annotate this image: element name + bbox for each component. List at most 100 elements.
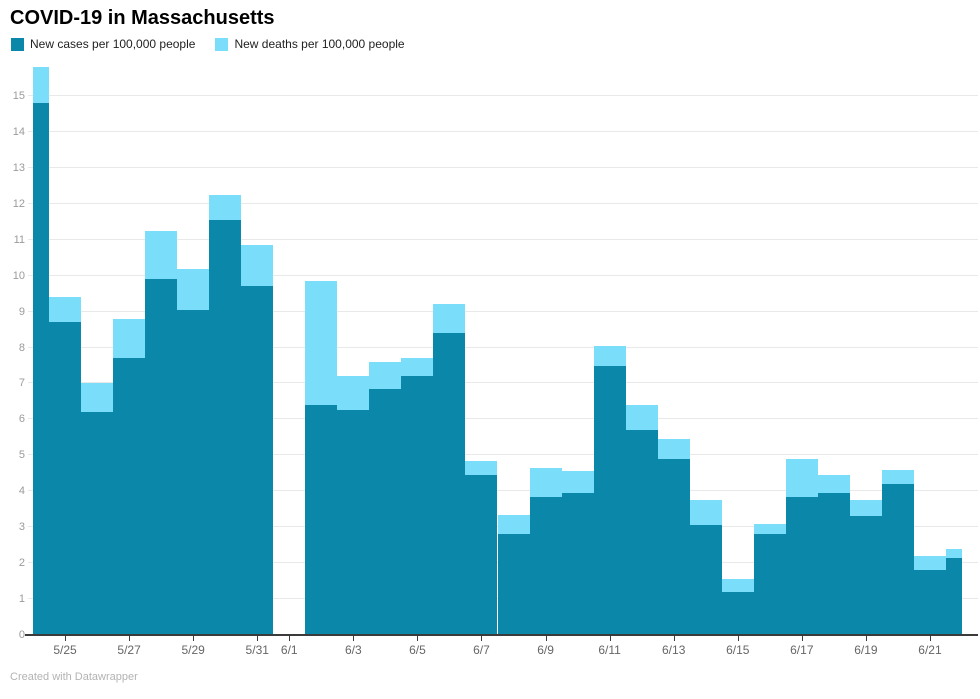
x-tick-label: 5/27 [117, 643, 141, 657]
x-tick-mark [609, 636, 611, 641]
x-tick-label: 6/11 [598, 643, 621, 657]
cases-segment [465, 475, 498, 635]
cases-segment [785, 496, 818, 635]
cases-segment [657, 458, 690, 635]
x-tick-mark [865, 636, 867, 641]
bar-6/13 [657, 439, 690, 635]
y-tick-label: 6 [18, 413, 25, 426]
deaths-color-swatch [215, 37, 229, 51]
y-tick-label: 9 [18, 305, 25, 318]
gridline [28, 418, 978, 420]
y-tick-label: 5 [18, 449, 25, 462]
cases-segment [113, 358, 146, 635]
bar-6/10 [561, 471, 594, 635]
x-tick-mark [129, 636, 131, 641]
bar-5/25 [49, 297, 82, 635]
gridline [28, 166, 978, 168]
cases-color-swatch [11, 37, 24, 51]
cases-segment [33, 103, 50, 635]
bar-6/16 [753, 523, 786, 635]
deaths-segment [721, 579, 754, 592]
deaths-segment [177, 268, 210, 310]
cases-segment [241, 286, 274, 635]
gridline [28, 454, 978, 456]
bar-6/17 [785, 458, 818, 635]
y-tick-label: 12 [12, 197, 25, 210]
legend-label-deaths: New deaths per 100,000 people [234, 37, 405, 51]
x-tick-mark [545, 636, 547, 641]
deaths-segment [337, 376, 370, 411]
y-tick-label: 2 [18, 557, 25, 570]
deaths-segment [561, 471, 594, 493]
x-tick-label: 5/29 [181, 643, 205, 657]
bar-6/18 [817, 475, 850, 635]
cases-segment [177, 309, 210, 635]
deaths-segment [241, 245, 274, 287]
deaths-segment [849, 500, 882, 517]
cases-segment [305, 405, 338, 635]
y-tick-label: 7 [18, 377, 25, 390]
bar-6/2 [305, 281, 338, 635]
bar-6/11 [593, 345, 626, 635]
bar-6/21 [913, 555, 946, 635]
y-tick-label: 8 [18, 341, 25, 354]
bar-5/29 [177, 268, 210, 635]
bar-6/3 [337, 376, 370, 635]
bar-5/26 [81, 383, 114, 635]
deaths-segment [209, 194, 242, 220]
x-tick-label: 5/25 [53, 643, 77, 657]
x-tick-mark [801, 636, 803, 641]
gridline [28, 238, 978, 240]
legend-label-cases: New cases per 100,000 people [30, 37, 196, 51]
y-tick-label: 10 [12, 269, 25, 282]
deaths-segment [497, 514, 530, 535]
x-tick-label: 6/19 [854, 643, 878, 657]
deaths-segment [817, 475, 850, 493]
cases-segment [401, 376, 434, 635]
bar-5/30 [209, 194, 242, 635]
deaths-segment [49, 297, 82, 323]
y-tick-label: 1 [18, 593, 25, 606]
legend-item-deaths: New deaths per 100,000 people [215, 37, 405, 51]
gridline [28, 274, 978, 276]
y-tick-label: 13 [12, 161, 25, 174]
cases-segment [817, 493, 850, 635]
cases-segment [145, 279, 178, 635]
deaths-segment [657, 439, 690, 459]
x-tick-label: 6/1 [280, 643, 298, 657]
cases-segment [209, 219, 242, 635]
y-tick-label: 0 [18, 629, 25, 641]
x-tick-label: 6/5 [409, 643, 426, 657]
cases-segment [561, 493, 594, 635]
deaths-segment [625, 405, 658, 431]
deaths-segment [369, 361, 402, 389]
deaths-segment [33, 67, 50, 104]
cases-segment [497, 534, 530, 635]
y-tick-label: 3 [18, 521, 25, 534]
x-tick-label: 6/21 [918, 643, 942, 657]
bar-6/5 [401, 358, 434, 635]
deaths-segment [113, 318, 146, 359]
bar-6/4 [369, 361, 402, 635]
bar-6/8 [497, 514, 530, 635]
deaths-segment [913, 555, 946, 571]
x-tick-label: 6/15 [726, 643, 750, 657]
legend-item-cases: New cases per 100,000 people [11, 37, 195, 51]
deaths-segment [881, 469, 914, 485]
bar-6/6 [433, 304, 466, 635]
gridline [28, 130, 978, 132]
cases-segment [881, 484, 914, 635]
bar-6/19 [849, 500, 882, 635]
deaths-segment [529, 467, 562, 497]
deaths-segment [433, 304, 466, 334]
cases-segment [689, 525, 722, 635]
x-tick-label: 6/17 [790, 643, 814, 657]
x-tick-mark [417, 636, 419, 641]
bar-6/14 [689, 500, 722, 635]
deaths-segment [305, 281, 338, 405]
attribution-link[interactable]: Created with Datawrapper [10, 671, 138, 683]
gridline [28, 346, 978, 348]
cases-segment [625, 430, 658, 635]
cases-segment [913, 570, 946, 635]
deaths-segment [785, 458, 818, 497]
